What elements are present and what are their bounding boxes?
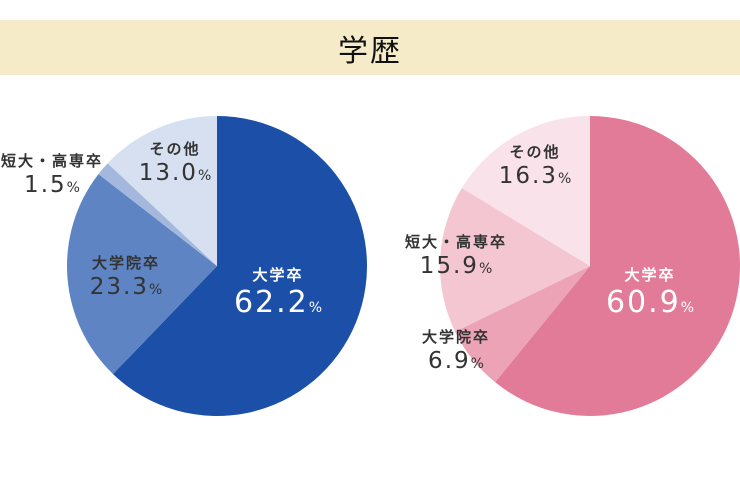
label-right-daigakuin: 大学院卒 6.9% [421, 328, 491, 374]
pie-right-slice-daigakusotsu [495, 116, 740, 416]
value-right-3: 16.3% [498, 163, 572, 189]
label-left-daigakusotsu: 大学卒 62.2% [233, 266, 323, 320]
label-left-daigakuin: 大学院卒 23.3% [89, 254, 163, 300]
value-left-2: 1.5% [24, 172, 80, 198]
value-right-2: 15.9% [419, 253, 493, 279]
label-right-tandai: 短大・高専卒 15.9% [404, 233, 508, 279]
pie-left-slice-daigakusotsu [112, 116, 368, 417]
label-left-tandai: 短大・高専卒 1.5% [0, 152, 104, 198]
chart-title: 学歴 [338, 33, 402, 69]
pie-right-slice-tandai [440, 188, 590, 332]
title-banner: 学歴 [0, 20, 740, 75]
pie-left-slice-sonota [107, 116, 217, 266]
pie-left-slice-daigakuin [66, 174, 217, 375]
value-left-1: 23.3% [89, 274, 163, 300]
label-right-daigakusotsu: 大学卒 60.9% [605, 266, 695, 320]
value-left-3: 13.0% [138, 160, 212, 186]
value-right-1: 6.9% [428, 348, 484, 374]
pie-right-slice-daigakuin [455, 266, 590, 383]
label-left-sonota: その他 13.0% [138, 140, 212, 186]
pie-left-slice-tandai [98, 163, 217, 266]
pie-right-slice-sonota [461, 116, 590, 266]
value-right-0: 60.9% [605, 285, 695, 320]
value-left-0: 62.2% [233, 285, 323, 320]
label-right-sonota: その他 16.3% [498, 143, 572, 189]
